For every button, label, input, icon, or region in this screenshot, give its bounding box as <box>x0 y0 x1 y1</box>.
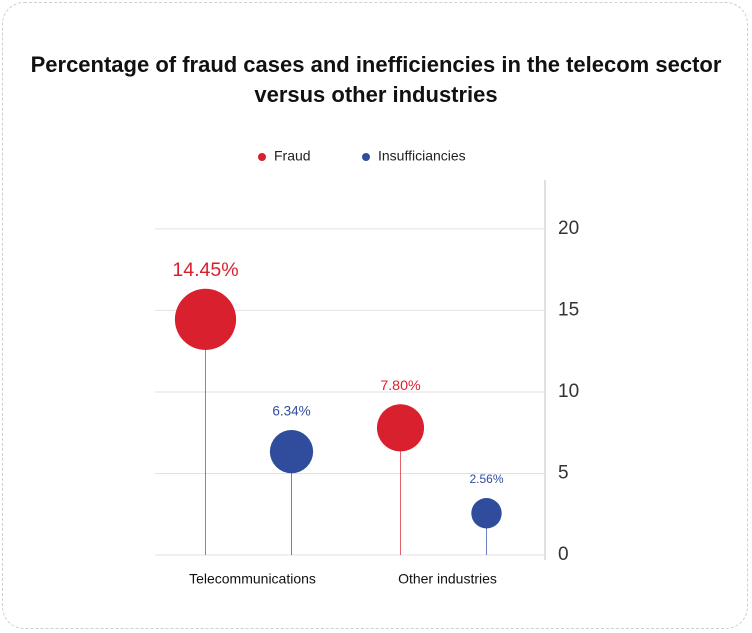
y-tick-label: 0 <box>558 544 569 565</box>
x-tick-label: Telecommunications <box>189 571 316 587</box>
y-tick-label: 15 <box>558 299 579 320</box>
value-label: 2.56% <box>469 472 503 486</box>
value-label: 7.80% <box>380 378 421 394</box>
legend-label: Fraud <box>274 148 311 164</box>
value-label: 6.34% <box>272 404 310 419</box>
legend-marker <box>258 153 266 161</box>
lollipop-head <box>269 430 314 474</box>
y-tick-label: 5 <box>558 462 569 483</box>
lollipop-head <box>471 498 502 529</box>
lollipop-head <box>174 288 237 351</box>
y-tick-label: 10 <box>558 381 579 402</box>
value-label: 14.45% <box>172 259 238 281</box>
lollipop-head <box>376 404 425 452</box>
y-tick-label: 20 <box>558 218 579 239</box>
chart-title: Percentage of fraud cases and inefficien… <box>30 52 722 107</box>
legend-label: Insufficiancies <box>378 148 466 164</box>
legend-marker <box>362 153 370 161</box>
x-tick-label: Other industries <box>398 571 497 587</box>
